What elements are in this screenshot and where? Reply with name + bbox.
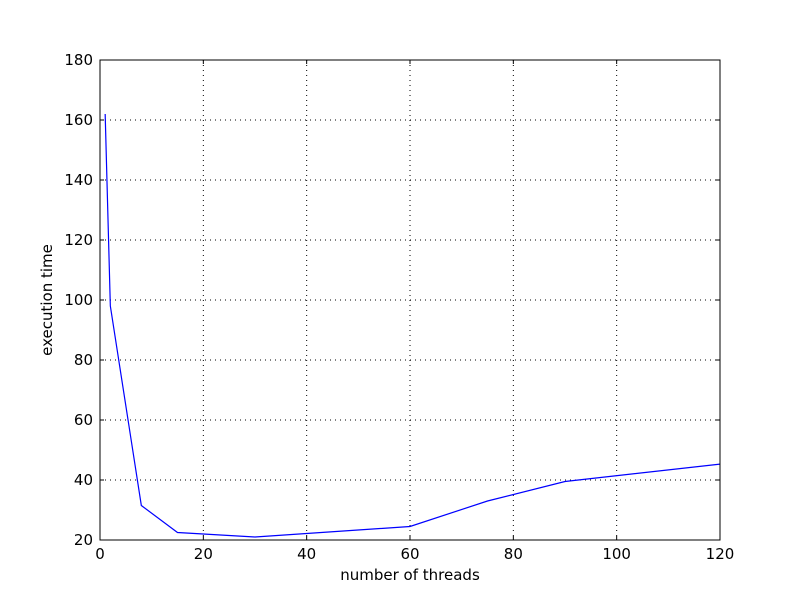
x-tick-label: 60 xyxy=(400,545,419,563)
y-tick-label: 40 xyxy=(74,471,93,489)
x-tick-label: 0 xyxy=(95,545,105,563)
y-tick-label: 20 xyxy=(74,531,93,549)
y-tick-label: 160 xyxy=(64,111,93,129)
y-tick-label: 180 xyxy=(64,51,93,69)
x-tick-label: 120 xyxy=(706,545,735,563)
x-axis-title: number of threads xyxy=(340,566,480,584)
y-tick-label: 60 xyxy=(74,411,93,429)
grid xyxy=(100,60,720,540)
axis-ticks xyxy=(99,59,721,541)
y-tick-label: 100 xyxy=(64,291,93,309)
x-tick-label: 80 xyxy=(504,545,523,563)
y-tick-label: 120 xyxy=(64,231,93,249)
x-tick-label: 100 xyxy=(602,545,631,563)
x-tick-label: 40 xyxy=(297,545,316,563)
y-tick-label: 80 xyxy=(74,351,93,369)
x-tick-label: 20 xyxy=(194,545,213,563)
y-tick-label: 140 xyxy=(64,171,93,189)
y-axis-title: execution time xyxy=(38,244,56,356)
